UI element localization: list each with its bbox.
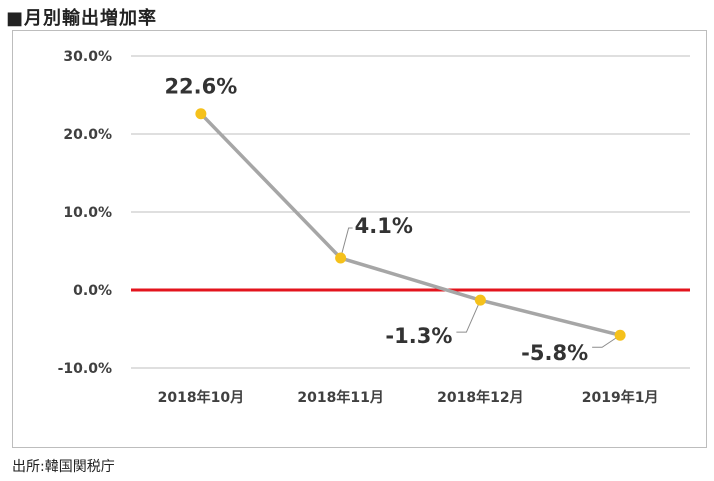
label-leader-line bbox=[592, 334, 621, 348]
y-tick-label: -10.0% bbox=[58, 361, 112, 377]
x-tick-label: 2018年12月 bbox=[437, 389, 523, 406]
x-tick-label: 2018年10月 bbox=[158, 389, 244, 406]
source-note: 出所:韓国関税庁 bbox=[12, 459, 115, 475]
x-tick-label: 2019年1月 bbox=[582, 389, 659, 406]
data-label: -5.8% bbox=[521, 341, 588, 365]
label-leader-line bbox=[456, 299, 481, 333]
data-label: -1.3% bbox=[385, 324, 452, 348]
chart-frame bbox=[12, 30, 707, 448]
data-label: 4.1% bbox=[355, 214, 413, 238]
series-line bbox=[199, 112, 621, 337]
data-point-marker bbox=[335, 252, 347, 264]
chart-title: ■月別輸出増加率 bbox=[6, 8, 158, 29]
y-tick-label: 0.0% bbox=[73, 283, 112, 299]
y-tick-label: 30.0% bbox=[63, 49, 112, 65]
label-leader-line bbox=[340, 227, 353, 259]
data-point-marker bbox=[195, 108, 207, 120]
x-tick-label: 2018年11月 bbox=[297, 389, 383, 406]
data-point-marker bbox=[474, 294, 486, 306]
y-tick-label: 10.0% bbox=[63, 205, 112, 221]
data-point-marker bbox=[614, 329, 626, 341]
data-label: 22.6% bbox=[164, 75, 237, 99]
y-tick-label: 20.0% bbox=[63, 127, 112, 143]
